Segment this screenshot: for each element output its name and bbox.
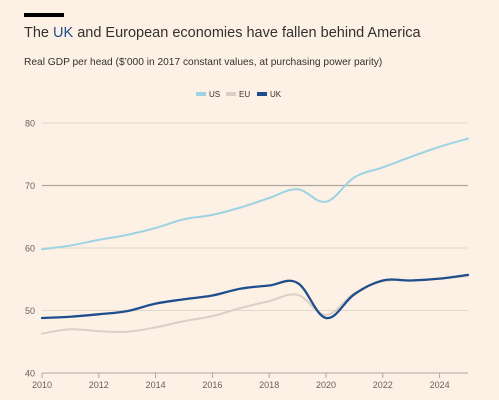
y-tick-label: 80 — [25, 119, 35, 129]
y-tick-label: 60 — [25, 244, 35, 254]
y-tick-label: 70 — [25, 181, 35, 191]
x-tick-label: 2018 — [259, 380, 279, 390]
series-line-eu — [41, 275, 469, 335]
x-tick-label: 2016 — [202, 380, 222, 390]
series-line-us — [41, 137, 469, 251]
legend-label-us: US — [209, 90, 220, 99]
title-prefix: The — [24, 25, 54, 41]
brand-top-bar — [24, 13, 64, 17]
legend-label-eu: EU — [239, 90, 250, 99]
x-tick-label: 2024 — [430, 380, 450, 390]
legend-swatch-uk — [257, 92, 267, 96]
legend-swatch-us — [196, 92, 206, 96]
legend-swatch-eu — [226, 92, 236, 96]
y-tick-label: 40 — [25, 369, 35, 379]
legend-label-uk: UK — [270, 90, 282, 99]
x-tick-label: 2012 — [89, 380, 109, 390]
x-tick-label: 2022 — [373, 380, 393, 390]
chart-subtitle: Real GDP per head ($’000 in 2017 constan… — [24, 57, 383, 68]
x-tick-label: 2014 — [146, 380, 166, 390]
y-tick-label: 50 — [25, 306, 35, 316]
series-line-uk — [40, 273, 470, 320]
x-tick-label: 2020 — [316, 380, 336, 390]
x-tick-label: 2010 — [32, 380, 52, 390]
title-suffix: and European economies have fallen behin… — [73, 25, 421, 41]
chart-title: The UK and European economies have falle… — [24, 23, 421, 43]
title-highlight: UK — [53, 25, 74, 41]
